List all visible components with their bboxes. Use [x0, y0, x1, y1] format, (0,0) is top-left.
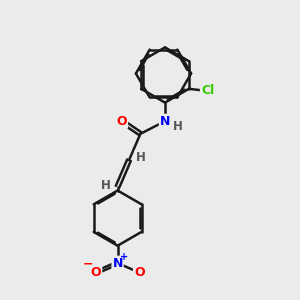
Text: +: + [120, 251, 128, 262]
Text: −: − [82, 258, 93, 271]
Text: N: N [160, 115, 170, 128]
Text: O: O [116, 115, 127, 128]
Text: N: N [112, 256, 123, 270]
Text: H: H [136, 151, 145, 164]
Text: O: O [91, 266, 101, 279]
Text: Cl: Cl [201, 84, 214, 97]
Text: O: O [134, 266, 145, 279]
Text: H: H [173, 120, 182, 133]
Text: H: H [101, 178, 111, 192]
